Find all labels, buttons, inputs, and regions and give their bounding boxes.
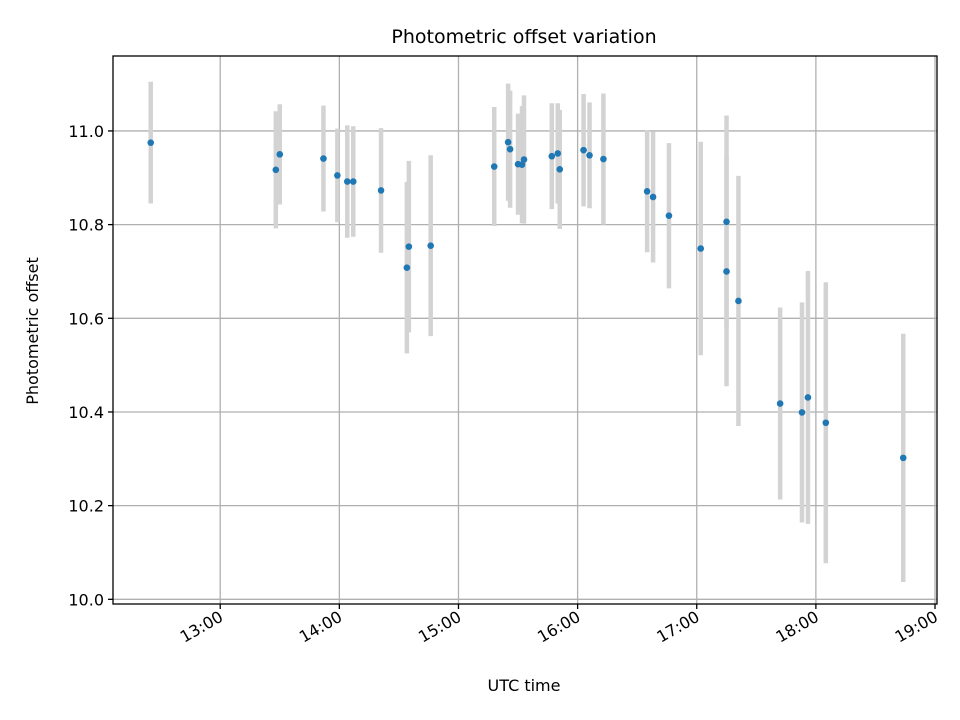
data-point bbox=[697, 245, 705, 252]
data-point bbox=[490, 163, 498, 170]
data-point bbox=[520, 156, 528, 163]
y-tick-label: 10.6 bbox=[68, 309, 104, 328]
data-point bbox=[586, 151, 593, 159]
y-axis: 10.0 10.2 10.4 10.6 10.8 11.0 bbox=[68, 122, 113, 609]
data-point bbox=[899, 454, 907, 462]
data-point bbox=[349, 178, 357, 185]
data-point bbox=[776, 400, 784, 407]
data-point bbox=[276, 151, 284, 158]
data-point bbox=[735, 297, 742, 305]
data-point bbox=[600, 155, 607, 163]
data-point bbox=[804, 394, 812, 401]
data-point bbox=[723, 218, 730, 226]
data-point bbox=[649, 193, 657, 201]
y-tick-label: 10.4 bbox=[68, 403, 104, 422]
data-point bbox=[506, 145, 514, 153]
x-tick-label: 15:00 bbox=[415, 607, 464, 647]
data-point bbox=[427, 242, 434, 249]
plot-frame bbox=[112, 55, 938, 605]
data-point bbox=[343, 178, 351, 185]
x-tick-label: 18:00 bbox=[772, 607, 821, 647]
data-point bbox=[554, 150, 562, 157]
y-tick-label: 10.0 bbox=[68, 590, 104, 609]
data-point bbox=[798, 409, 806, 416]
data-point bbox=[665, 212, 673, 220]
x-tick-label: 17:00 bbox=[653, 607, 702, 647]
chart-title: Photometric offset variation bbox=[391, 26, 656, 48]
x-tick-label: 13:00 bbox=[177, 607, 226, 647]
data-point bbox=[518, 161, 526, 168]
data-point bbox=[580, 146, 587, 154]
data-point bbox=[548, 152, 556, 160]
y-tick-label: 10.8 bbox=[68, 216, 104, 235]
data-point bbox=[403, 264, 411, 272]
data-point bbox=[556, 166, 564, 173]
x-axis-label: UTC time bbox=[488, 676, 561, 695]
data-point bbox=[377, 187, 385, 194]
y-axis-label: Photometric offset bbox=[23, 257, 42, 405]
data-points bbox=[147, 138, 907, 462]
y-tick-label: 11.0 bbox=[68, 122, 104, 141]
data-point bbox=[334, 172, 341, 179]
data-point bbox=[320, 155, 327, 162]
y-tick-label: 10.2 bbox=[68, 497, 104, 516]
data-point bbox=[147, 139, 155, 146]
data-point bbox=[822, 419, 830, 427]
x-tick-label: 16:00 bbox=[534, 607, 583, 647]
data-point bbox=[504, 138, 512, 146]
data-point bbox=[272, 166, 280, 174]
x-tick-label: 19:00 bbox=[892, 607, 941, 647]
error-bars bbox=[148, 81, 906, 582]
data-point bbox=[643, 188, 651, 195]
x-tick-label: 14:00 bbox=[296, 607, 345, 647]
data-point bbox=[723, 268, 730, 275]
data-point bbox=[405, 243, 413, 250]
x-axis: 13:00 14:00 15:00 16:00 17:00 18:00 19:00 bbox=[177, 604, 941, 647]
